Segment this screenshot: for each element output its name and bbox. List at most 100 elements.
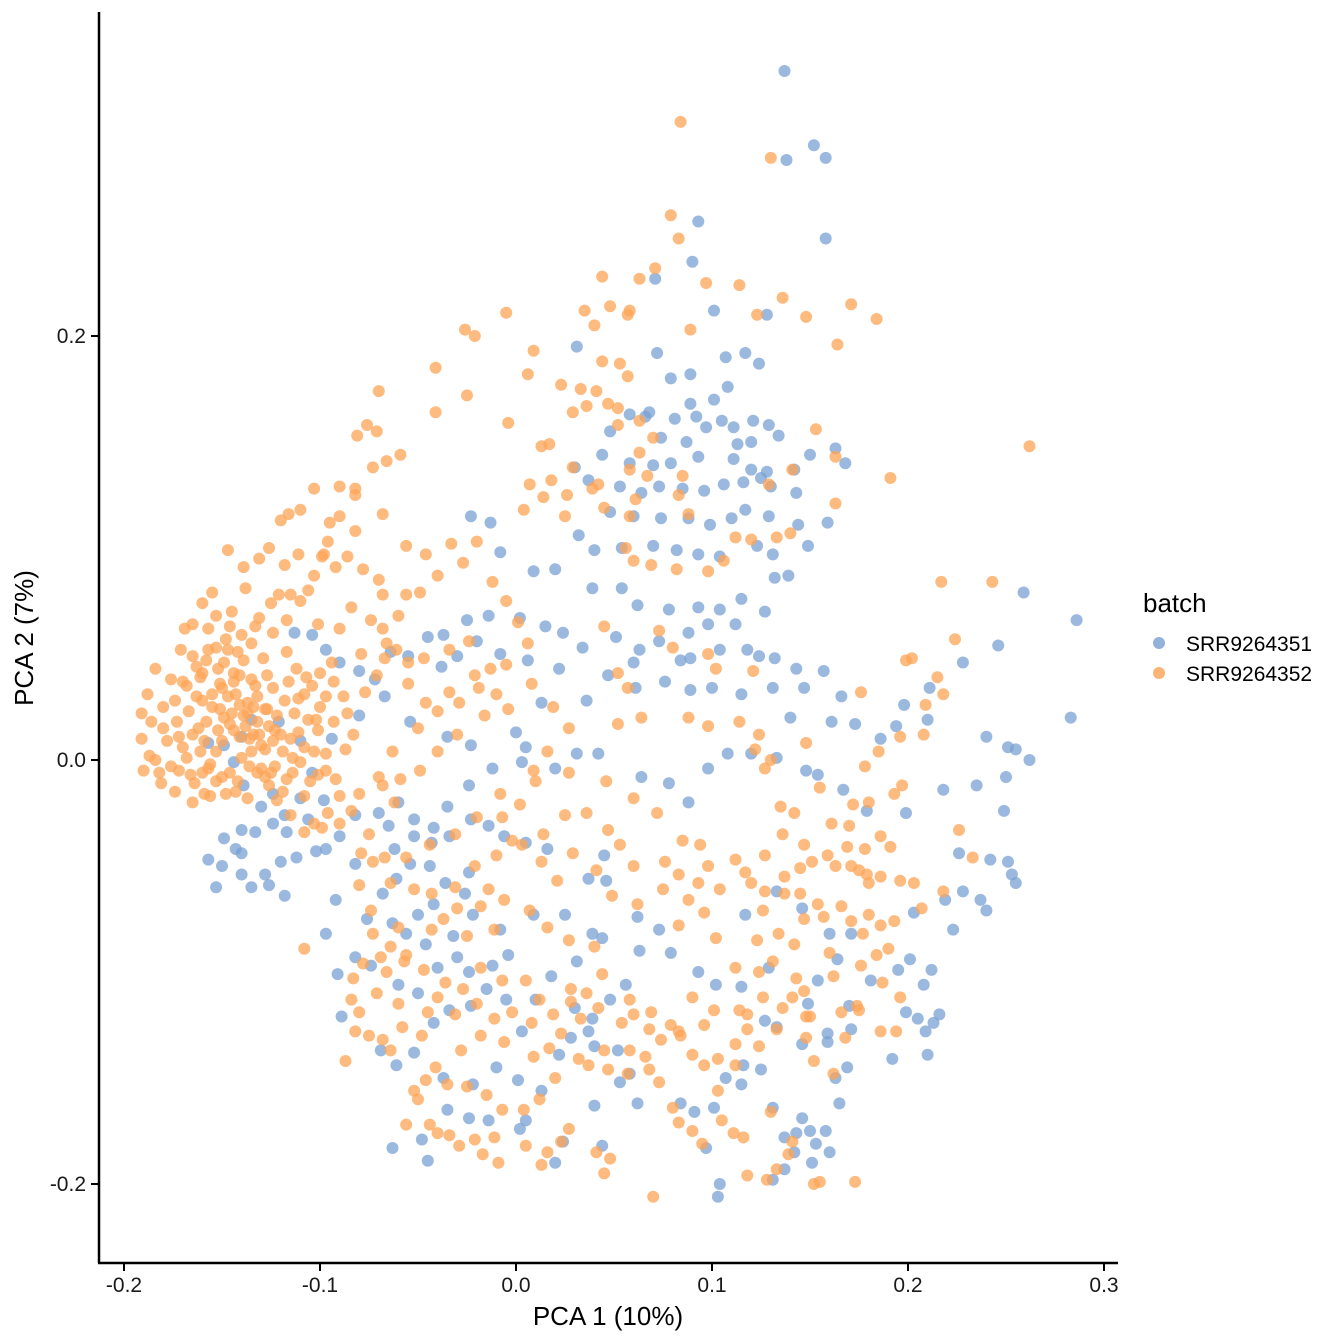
data-point	[684, 368, 697, 381]
data-point	[419, 548, 432, 561]
data-point	[310, 845, 323, 858]
data-point	[588, 544, 601, 557]
data-point	[394, 773, 407, 786]
data-point	[647, 459, 660, 472]
data-point	[216, 771, 228, 783]
data-point	[463, 1112, 475, 1125]
data-point	[578, 304, 591, 317]
data-point	[864, 974, 877, 987]
data-point	[633, 446, 646, 459]
data-point	[169, 785, 181, 798]
data-point	[535, 696, 548, 709]
data-point	[580, 987, 593, 1000]
data-point	[704, 518, 716, 531]
data-point	[686, 991, 699, 1004]
data-point	[657, 883, 669, 896]
data-point	[1064, 711, 1077, 724]
data-point	[141, 688, 154, 701]
data-point	[674, 654, 687, 667]
data-point	[611, 718, 624, 730]
data-point	[590, 1146, 603, 1159]
data-point	[559, 809, 571, 822]
data-point	[566, 847, 579, 860]
data-point	[829, 497, 842, 510]
data-point	[349, 525, 362, 537]
data-point	[274, 855, 287, 868]
data-point	[692, 548, 705, 561]
data-point	[713, 643, 726, 656]
data-point	[774, 800, 787, 813]
data-point	[811, 974, 824, 987]
data-point	[745, 463, 758, 476]
data-point	[310, 713, 323, 726]
data-point	[437, 628, 450, 641]
data-point	[800, 1031, 813, 1044]
data-point	[457, 983, 470, 995]
data-point	[463, 966, 475, 978]
data-point	[845, 927, 858, 940]
data-point	[692, 215, 705, 228]
data-point	[792, 518, 805, 531]
data-point	[321, 807, 334, 819]
data-point	[429, 406, 442, 419]
data-point	[1009, 877, 1022, 889]
data-point	[541, 921, 554, 934]
data-point	[711, 1084, 724, 1097]
data-point	[533, 1093, 546, 1106]
data-point	[176, 675, 189, 688]
data-point	[953, 847, 965, 860]
data-point	[239, 582, 252, 595]
data-point	[255, 739, 268, 752]
data-point	[243, 760, 256, 773]
data-point	[796, 1112, 809, 1125]
x-tick-label: 0.3	[1089, 1274, 1118, 1297]
data-point	[780, 154, 793, 166]
data-point	[766, 548, 779, 561]
data-point	[729, 961, 742, 974]
data-point	[949, 633, 961, 646]
data-point	[631, 898, 644, 911]
data-point	[633, 944, 646, 957]
data-point	[633, 643, 646, 656]
data-point	[580, 694, 593, 707]
data-point	[770, 1163, 783, 1176]
data-point	[709, 932, 722, 945]
data-point	[553, 1048, 566, 1061]
data-point	[461, 1080, 473, 1093]
data-point	[623, 1044, 636, 1057]
data-point	[386, 745, 399, 758]
data-point	[441, 1103, 454, 1116]
data-point	[664, 209, 677, 222]
data-point	[515, 756, 528, 769]
data-point	[408, 813, 421, 826]
data-point	[817, 665, 830, 677]
data-point	[621, 1067, 634, 1080]
data-point	[686, 1125, 699, 1137]
data-point	[333, 480, 346, 493]
data-point	[739, 347, 752, 359]
y-axis-title: PCA 2 (7%)	[9, 570, 39, 706]
data-point	[884, 840, 897, 853]
data-point	[384, 1044, 397, 1057]
data-point	[768, 652, 781, 665]
data-point	[721, 380, 734, 393]
data-point	[886, 1052, 899, 1065]
data-point	[562, 934, 575, 947]
data-point	[772, 429, 785, 442]
data-point	[623, 408, 636, 421]
data-point	[231, 775, 244, 788]
y-tick-label: 0.2	[57, 325, 86, 348]
data-point	[576, 641, 589, 654]
data-point	[858, 760, 871, 773]
data-point	[149, 754, 162, 766]
data-point	[709, 662, 722, 675]
data-point	[821, 849, 834, 862]
data-point	[884, 472, 897, 484]
data-point	[762, 419, 775, 431]
data-point	[527, 764, 540, 777]
data-point	[490, 849, 503, 862]
data-point	[345, 993, 358, 1006]
data-point	[615, 1016, 628, 1029]
data-point	[613, 1076, 626, 1089]
data-point	[559, 908, 571, 921]
